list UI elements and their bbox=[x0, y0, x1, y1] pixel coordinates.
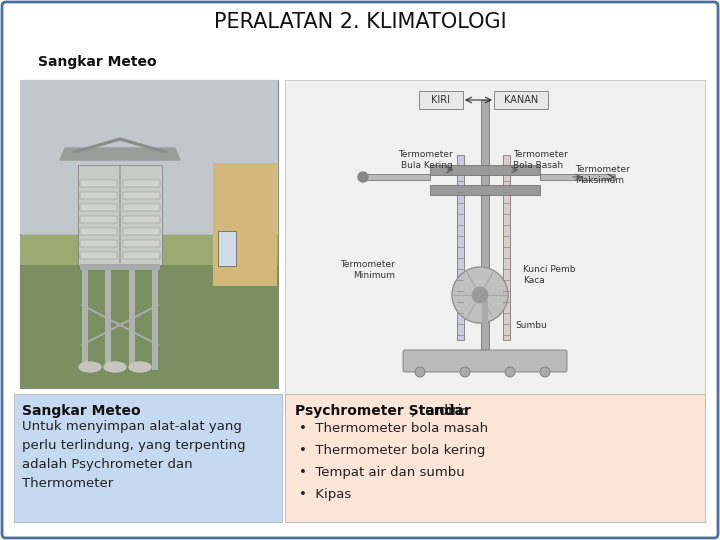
Text: Untuk menyimpan alat-alat yang
perlu terlindung, yang terpenting
adalah Psychrom: Untuk menyimpan alat-alat yang perlu ter… bbox=[22, 420, 246, 490]
Bar bbox=[457, 155, 464, 340]
Polygon shape bbox=[72, 138, 168, 152]
Bar bbox=[20, 80, 278, 234]
Text: Psychrometer Standar: Psychrometer Standar bbox=[295, 404, 471, 418]
Bar bbox=[20, 235, 278, 265]
Circle shape bbox=[415, 367, 425, 377]
Bar bbox=[80, 240, 117, 247]
Bar bbox=[20, 265, 278, 388]
Circle shape bbox=[460, 367, 470, 377]
Bar bbox=[20, 80, 278, 388]
Ellipse shape bbox=[104, 362, 126, 372]
Text: •  Kipas: • Kipas bbox=[299, 488, 351, 501]
Circle shape bbox=[472, 287, 488, 303]
Text: Sangkar Meteo: Sangkar Meteo bbox=[22, 404, 140, 418]
Bar bbox=[213, 163, 277, 286]
Bar bbox=[481, 100, 489, 370]
FancyBboxPatch shape bbox=[403, 350, 567, 372]
Bar bbox=[123, 204, 160, 211]
Bar bbox=[285, 80, 705, 410]
Bar bbox=[80, 228, 117, 235]
Circle shape bbox=[358, 172, 368, 182]
Bar bbox=[123, 192, 160, 199]
Bar bbox=[80, 252, 117, 259]
Bar bbox=[285, 394, 705, 522]
Text: Termometer
Bola Basah: Termometer Bola Basah bbox=[513, 150, 568, 170]
Bar bbox=[119, 167, 121, 263]
Circle shape bbox=[505, 367, 515, 377]
Bar bbox=[80, 264, 160, 270]
Text: KANAN: KANAN bbox=[504, 95, 538, 105]
Text: •  Thermometer bola kering: • Thermometer bola kering bbox=[299, 444, 485, 457]
Bar bbox=[82, 265, 88, 370]
Text: Termometer
Minimum: Termometer Minimum bbox=[341, 260, 395, 280]
Bar bbox=[540, 174, 615, 180]
Text: •  Tempat air dan sumbu: • Tempat air dan sumbu bbox=[299, 466, 464, 479]
FancyBboxPatch shape bbox=[419, 91, 463, 109]
Bar bbox=[80, 192, 117, 199]
Bar bbox=[123, 228, 160, 235]
Bar bbox=[218, 231, 236, 266]
Text: , terdiri:: , terdiri: bbox=[411, 404, 467, 418]
Ellipse shape bbox=[79, 362, 101, 372]
Bar bbox=[123, 252, 160, 259]
Circle shape bbox=[540, 367, 550, 377]
Bar bbox=[123, 240, 160, 247]
Bar bbox=[152, 265, 158, 370]
Text: Termometer
Bula Kering: Termometer Bula Kering bbox=[398, 150, 453, 170]
Bar bbox=[80, 216, 117, 223]
Bar bbox=[482, 300, 488, 370]
Bar bbox=[123, 180, 160, 187]
Ellipse shape bbox=[129, 362, 151, 372]
Bar bbox=[503, 155, 510, 340]
Bar bbox=[123, 216, 160, 223]
Bar bbox=[365, 174, 430, 180]
FancyBboxPatch shape bbox=[494, 91, 548, 109]
Text: Kunci Pemb
Kaca: Kunci Pemb Kaca bbox=[523, 265, 575, 285]
Text: PERALATAN 2. KLIMATOLOGI: PERALATAN 2. KLIMATOLOGI bbox=[214, 12, 506, 32]
Text: KIRI: KIRI bbox=[431, 95, 451, 105]
Bar bbox=[14, 394, 282, 522]
Bar bbox=[430, 165, 540, 175]
Text: Sangkar Meteo: Sangkar Meteo bbox=[38, 55, 157, 69]
Bar bbox=[105, 265, 111, 370]
Bar bbox=[78, 165, 162, 265]
Bar bbox=[80, 180, 117, 187]
Text: •  Thermometer bola masah: • Thermometer bola masah bbox=[299, 422, 488, 435]
Circle shape bbox=[452, 267, 508, 323]
Bar bbox=[80, 204, 117, 211]
Bar bbox=[129, 265, 135, 370]
Bar bbox=[430, 185, 540, 195]
Text: Termometer
Maksimum: Termometer Maksimum bbox=[575, 165, 630, 185]
Polygon shape bbox=[60, 148, 180, 160]
Text: Sumbu: Sumbu bbox=[515, 321, 546, 329]
